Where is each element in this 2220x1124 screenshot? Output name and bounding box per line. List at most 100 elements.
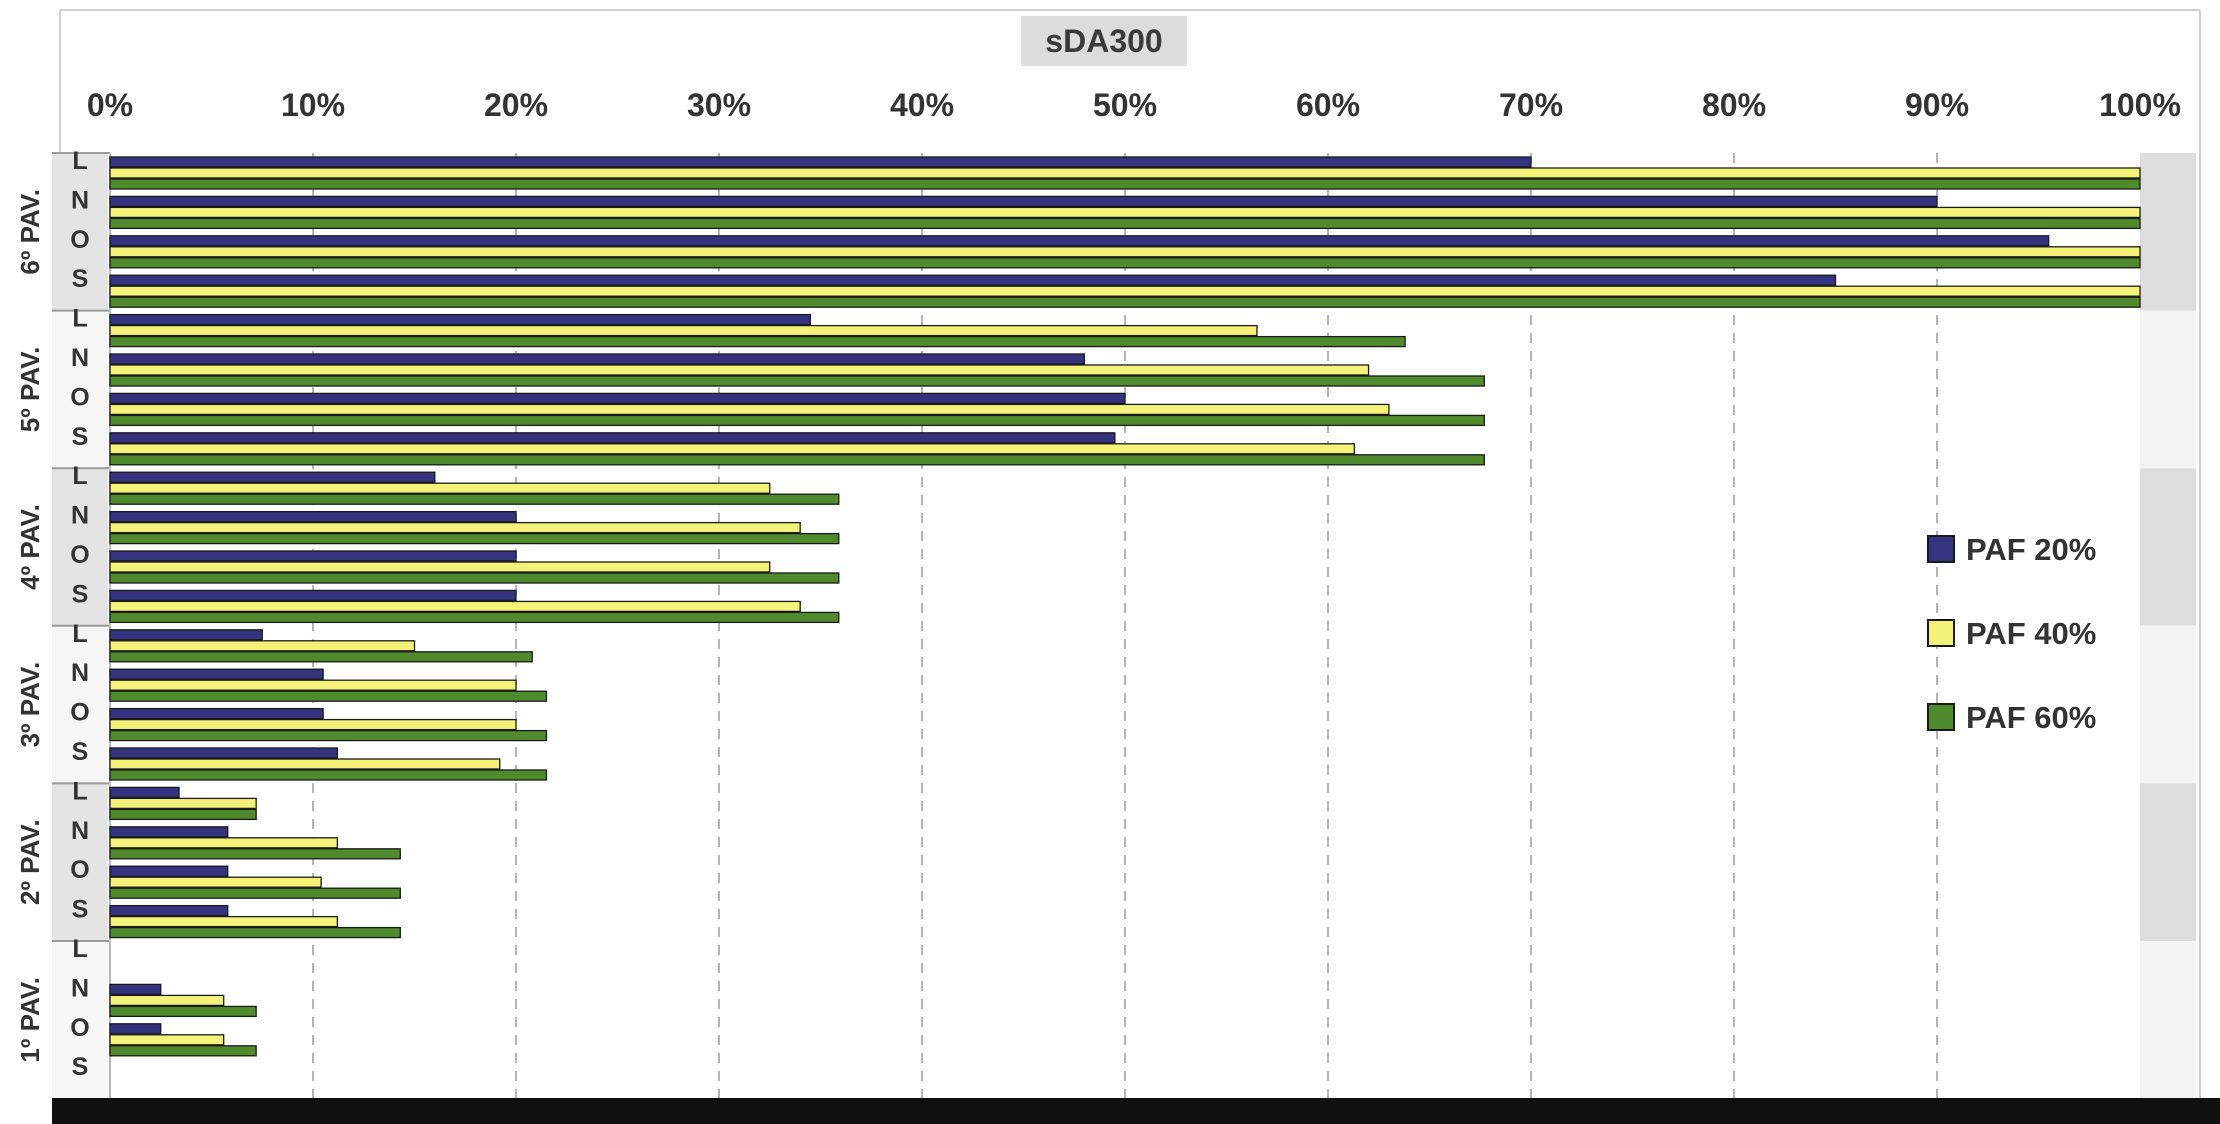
group-label: 4º PAV. [15,504,45,590]
bar-paf-40- [109,167,2141,179]
x-tick-label: 30% [687,87,751,123]
bar-paf-60- [109,375,1485,387]
bar-paf-40- [109,443,1356,455]
bars [109,156,2141,1057]
category-label: N [71,344,89,372]
bar-paf-40- [109,403,1390,416]
group-band-right [2140,941,2196,1099]
category-label: O [70,541,89,569]
category-label: O [70,1014,89,1042]
category-label: S [72,423,89,451]
bar-paf-40- [109,561,771,573]
bar-paf-60- [109,572,840,584]
bar-paf-20- [109,432,1116,444]
bar-paf-60- [109,808,257,821]
bar-paf-20- [109,826,229,838]
bar-paf-20- [109,195,1938,208]
category-label: N [71,186,89,214]
bar-paf-40- [109,994,225,1007]
bar-paf-20- [109,510,517,523]
bar-paf-60- [109,296,2141,308]
bar-paf-20- [109,274,1837,286]
group-band-right [2140,153,2196,311]
bar-paf-20- [109,156,1532,168]
bar-paf-40- [109,324,1258,337]
group-label: 1º PAV. [15,977,45,1063]
group-band-right [2140,310,2196,469]
x-tick-label: 20% [484,87,548,123]
x-tick-label: 10% [281,87,345,123]
legend-swatch [1927,619,1955,647]
bar-paf-60- [109,335,1406,348]
group-band-left [52,153,108,311]
x-tick-label: 50% [1093,87,1157,123]
bar-paf-60- [109,926,401,939]
title-text: sDA300 [1045,23,1162,59]
x-tick-label: 100% [2099,87,2181,123]
bar-paf-20- [109,865,229,877]
bar-paf-20- [109,786,180,799]
bar-paf-60- [109,217,2141,230]
bar-paf-40- [109,1034,225,1046]
bar-paf-20- [109,471,436,483]
bar-paf-40- [109,915,339,928]
bar-paf-60- [109,651,533,663]
bar-paf-20- [109,668,324,680]
category-label: N [71,817,89,845]
plot-background-layer [52,9,2201,1099]
category-label: O [70,226,89,254]
x-tick-label: 60% [1296,87,1360,123]
bar-paf-40- [109,246,2141,258]
category-label: L [72,305,87,333]
bar-paf-40- [109,640,416,652]
category-label: L [72,935,87,963]
group-label: 5º PAV. [15,347,45,433]
group-band-left [52,783,108,941]
bottom-axis-bar [52,1098,2220,1124]
bar-paf-60- [109,1005,257,1018]
group-band-right [2140,783,2196,941]
bar-paf-20- [109,629,263,641]
group-label: 6º PAV. [15,189,45,275]
group-band-left [52,941,108,1099]
bar-paf-20- [109,353,1086,365]
bar-paf-60- [109,454,1485,466]
bar-paf-20- [109,983,162,996]
legend-label: PAF 40% [1966,616,2096,651]
category-label: L [72,620,87,648]
bar-paf-20- [109,707,324,720]
bar-paf-40- [109,679,517,691]
bar-paf-20- [109,392,1126,405]
bar-paf-60- [109,887,401,899]
bar-paf-60- [109,848,401,860]
x-tick-label: 40% [890,87,954,123]
category-label: L [72,777,87,805]
x-tick-label: 80% [1702,87,1766,123]
bar-paf-40- [109,797,257,810]
bar-paf-20- [109,904,229,917]
bar-paf-20- [109,550,517,562]
x-axis-ticks: 0% 10% 20% 30% 40% 50% 60% 70% 80% 90% 100% [87,87,2181,123]
group-band-right [2140,625,2196,784]
bar-paf-40- [109,285,2141,297]
bar-paf-40- [109,718,517,731]
bar-paf-40- [109,364,1370,376]
group-band-right [2140,468,2196,626]
legend-swatch [1927,535,1955,563]
category-label: N [71,974,89,1002]
legend-label: PAF 20% [1966,532,2096,567]
group-label: 2º PAV. [15,819,45,905]
bar-paf-40- [109,482,771,494]
category-label: L [72,462,87,490]
category-label: N [71,502,89,530]
chart-title: sDA300 [1021,16,1187,66]
x-tick-label: 0% [87,87,133,123]
group-band-left [52,310,108,469]
bar-paf-20- [109,1023,162,1035]
bar-paf-60- [109,611,840,624]
category-label: S [72,580,89,608]
bar-paf-60- [109,1045,257,1057]
bar-paf-20- [109,313,811,326]
